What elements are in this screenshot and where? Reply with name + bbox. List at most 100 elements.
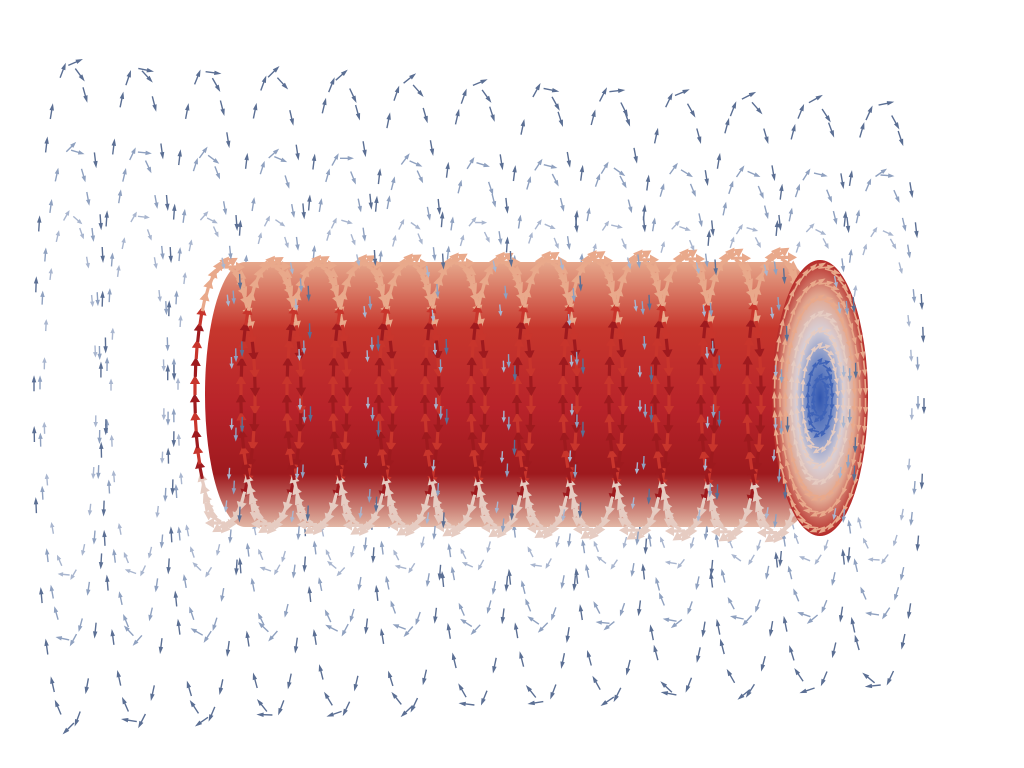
field-arrow-icon [235,375,247,395]
field-arrow-icon [296,526,301,541]
field-arrow-icon [479,395,491,415]
field-arrow-icon [824,300,839,307]
field-arrow-icon [377,446,388,467]
field-arrow-icon [425,265,430,278]
field-arrow-icon [848,248,853,263]
field-arrow-icon [326,710,342,717]
field-arrow-icon [793,344,799,359]
field-arrow-icon [377,284,388,305]
field-arrow-icon [568,489,579,509]
field-arrow-icon [635,523,649,541]
field-arrow-icon [720,569,726,583]
field-arrow-icon [472,79,488,87]
field-arrow-icon [745,279,756,299]
field-arrow-icon [850,415,856,431]
field-arrow-icon [603,394,615,415]
field-arrow-icon [501,360,506,373]
field-arrow-icon [837,277,849,292]
field-arrow-icon [842,210,848,227]
field-arrow-icon [838,606,844,623]
field-arrow-icon [295,395,307,415]
field-arrow-icon [778,550,783,567]
field-arrow-icon [243,254,249,269]
field-arrow-icon [338,324,349,345]
field-arrow-icon [311,245,317,260]
field-arrow-icon [814,554,822,565]
field-arrow-icon [489,106,495,122]
field-arrow-icon [218,679,224,695]
field-arrow-icon [865,611,880,616]
field-arrow-icon [520,119,526,135]
field-arrow-icon [899,566,905,581]
field-arrow-icon [572,575,577,592]
field-arrow-icon [341,376,353,397]
field-arrow-icon [688,239,695,252]
field-arrow-icon [851,329,857,345]
field-arrow-icon [818,360,831,366]
field-arrow-icon [172,203,177,220]
field-arrow-icon [477,559,485,571]
field-arrow-icon [498,304,503,317]
field-arrow-icon [794,392,800,406]
field-arrow-icon [297,398,303,411]
field-arrow-icon [771,247,790,261]
field-arrow-icon [121,717,137,723]
field-arrow-icon [353,254,367,271]
field-arrow-icon [679,225,691,231]
field-arrow-icon [808,411,820,417]
field-arrow-icon [807,412,813,424]
field-arrow-icon [189,606,195,621]
field-arrow-icon [312,628,318,645]
field-arrow-icon [798,268,809,283]
field-arrow-icon [297,519,317,530]
field-arrow-icon [318,198,323,213]
field-arrow-icon [169,526,174,543]
field-arrow-icon [679,249,698,262]
field-arrow-icon [593,540,600,553]
field-arrow-icon [189,375,201,395]
field-arrow-icon [154,194,159,209]
field-arrow-icon [722,201,727,216]
field-arrow-icon [198,146,208,159]
field-arrow-icon [160,451,165,464]
field-arrow-icon [208,706,216,722]
field-arrow-icon [271,261,291,272]
field-arrow-icon [587,251,606,264]
field-arrow-icon [398,218,405,230]
field-arrow-icon [478,340,489,361]
field-arrow-icon [243,472,254,493]
field-arrow-icon [189,546,195,558]
field-arrow-icon [81,543,86,556]
field-arrow-icon [763,264,769,277]
field-arrow-icon [419,393,431,414]
field-arrow-icon [176,618,182,635]
field-arrow-icon [564,302,575,323]
field-arrow-icon [62,210,70,221]
field-arrow-icon [834,398,841,411]
field-arrow-icon [580,421,586,438]
field-arrow-icon [713,259,718,276]
field-arrow-icon [157,290,162,303]
field-arrow-icon [614,489,625,510]
field-arrow-icon [906,458,912,471]
field-arrow-icon [358,506,363,519]
field-arrow-icon [558,355,569,376]
field-arrow-icon [848,432,854,448]
field-arrow-icon [598,87,608,102]
field-arrow-icon [856,361,862,378]
field-arrow-icon [325,549,332,561]
field-arrow-icon [301,340,307,355]
field-arrow-icon [655,576,661,591]
field-arrow-icon [802,417,808,430]
field-arrow-icon [86,581,91,596]
field-arrow-icon [451,520,465,538]
field-arrow-icon [423,284,434,304]
field-arrow-icon [223,500,229,513]
field-arrow-icon [289,110,294,126]
field-arrow-icon [166,300,172,317]
field-arrow-icon [460,548,467,560]
field-arrow-icon [237,557,243,574]
field-arrow-icon [799,485,813,495]
field-arrow-icon [777,214,783,231]
